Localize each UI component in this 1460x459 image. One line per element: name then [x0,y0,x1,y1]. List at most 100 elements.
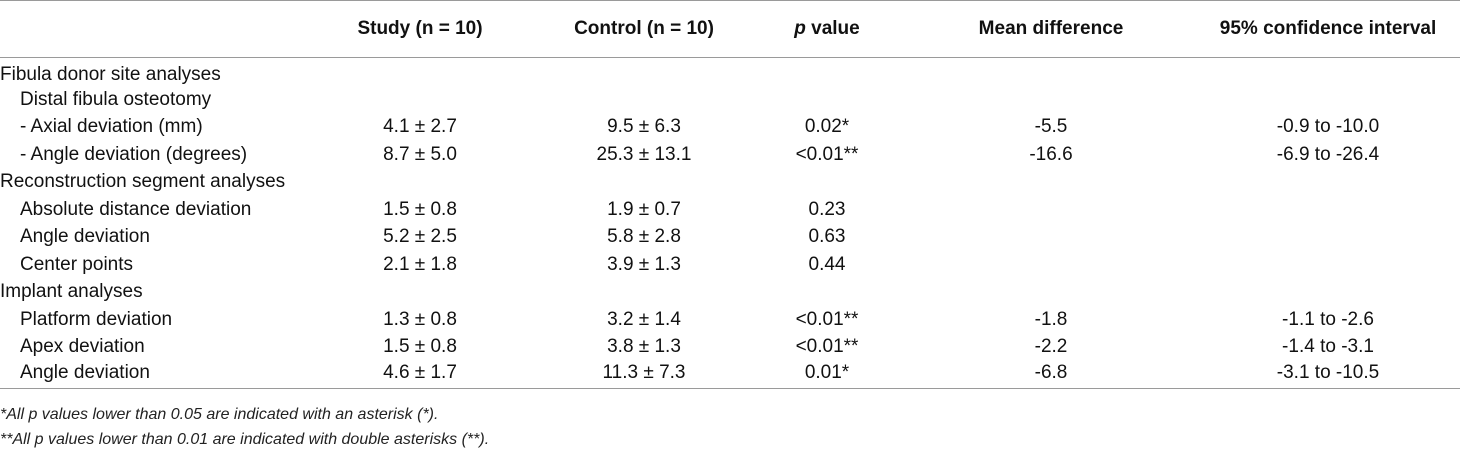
footnotes: *All p values lower than 0.05 are indica… [0,402,489,452]
header-confidence-interval: 95% confidence interval [1196,0,1460,58]
mean-difference [906,224,1196,252]
confidence-interval: -1.1 to -2.6 [1282,308,1374,330]
table-row: Fibula donor site analyses [0,58,1460,87]
control-value: 5.8 ± 2.8 [607,226,681,248]
p-value [748,169,906,197]
study-value: 4.1 ± 2.7 [383,116,457,138]
header-p-italic: p [794,18,806,39]
row-label: Absolute distance deviation [20,198,252,220]
confidence-interval [1196,58,1460,87]
row-label: - Angle deviation (degrees) [20,143,248,165]
header-row: Study (n = 10) Control (n = 10) p value … [0,0,1460,58]
table-row: Reconstruction segment analyses [0,169,1460,197]
table-row: Platform deviation 1.3 ± 0.8 3.2 ± 1.4 <0.0… [0,306,1460,334]
confidence-interval: -6.9 to -26.4 [1276,143,1380,165]
study-value [300,279,540,307]
control-value: 3.2 ± 1.4 [607,308,681,330]
row-label: Angle deviation [20,226,150,248]
control-value: 1.9 ± 0.7 [607,198,681,220]
p-value: 0.44 [808,253,846,275]
table-row: Absolute distance deviation 1.5 ± 0.8 1.9 … [0,196,1460,224]
row-label: Implant analyses [0,281,143,303]
row-label: Fibula donor site analyses [0,64,221,85]
table-row: Distal fibula osteotomy [0,86,1460,114]
p-value: 0.01* [748,361,906,389]
mean-difference [906,86,1196,114]
mean-difference: -16.6 [1029,143,1073,165]
mean-difference [906,169,1196,197]
control-value: 11.3 ± 7.3 [540,361,748,389]
study-value: 1.5 ± 0.8 [383,336,457,358]
study-value: 4.6 ± 1.7 [300,361,540,389]
table-row: Center points 2.1 ± 1.8 3.9 ± 1.3 0.44 [0,251,1460,279]
control-value [540,279,748,307]
control-value: 3.8 ± 1.3 [607,336,681,358]
table-body: Fibula donor site analyses Distal fibula … [0,58,1460,389]
header-study: Study (n = 10) [300,0,540,58]
table-row: Angle deviation 5.2 ± 2.5 5.8 ± 2.8 0.63 [0,224,1460,252]
p-value [748,279,906,307]
control-value [540,169,748,197]
mean-difference [906,58,1196,87]
table-row: Angle deviation 4.6 ± 1.7 11.3 ± 7.3 0.01* -… [0,361,1460,389]
mean-difference [906,196,1196,224]
p-value [748,58,906,87]
study-value: 1.5 ± 0.8 [383,198,457,220]
header-p-value: p value [748,0,906,58]
confidence-interval: -1.4 to -3.1 [1282,336,1374,358]
table-header: Study (n = 10) Control (n = 10) p value … [0,0,1460,58]
confidence-interval [1196,169,1460,197]
p-value: 0.23 [808,198,846,220]
control-value: 3.9 ± 1.3 [607,253,681,275]
study-value: 8.7 ± 5.0 [383,143,457,165]
mean-difference: -1.8 [1034,308,1068,330]
control-value [540,86,748,114]
mean-difference [906,279,1196,307]
mean-difference: -2.2 [1034,336,1068,358]
study-value: 2.1 ± 1.8 [383,253,457,275]
p-value: <0.01** [795,143,859,165]
table-row: Implant analyses [0,279,1460,307]
row-label: Reconstruction segment analyses [0,171,286,193]
row-label: Angle deviation [0,361,300,389]
mean-difference: -5.5 [1034,116,1068,138]
confidence-interval [1196,251,1460,279]
confidence-interval [1196,279,1460,307]
p-value: 0.63 [808,226,846,248]
mean-difference [906,251,1196,279]
study-value [300,58,540,87]
control-value: 25.3 ± 13.1 [596,143,692,165]
header-p-suffix: value [811,18,860,39]
p-value [748,86,906,114]
confidence-interval [1196,224,1460,252]
confidence-interval: -0.9 to -10.0 [1276,116,1380,138]
table-row: - Angle deviation (degrees) 8.7 ± 5.0 25.3… [0,141,1460,169]
p-value: <0.01** [795,308,859,330]
row-label: Center points [20,253,134,275]
study-value: 5.2 ± 2.5 [383,226,457,248]
footnote-double-asterisk: **All p values lower than 0.01 are indic… [0,431,490,448]
p-value: 0.02* [804,116,850,138]
table-row: Apex deviation 1.5 ± 0.8 3.8 ± 1.3 <0.01** -… [0,334,1460,362]
results-table: Study (n = 10) Control (n = 10) p value … [0,0,1460,389]
results-table-container: Study (n = 10) Control (n = 10) p value … [0,0,1460,389]
header-control: Control (n = 10) [540,0,748,58]
row-label: - Axial deviation (mm) [20,116,203,138]
header-empty [0,0,300,58]
control-value [540,58,748,87]
header-mean-difference: Mean difference [906,0,1196,58]
mean-difference: -6.8 [906,361,1196,389]
table-row: - Axial deviation (mm) 4.1 ± 2.7 9.5 ± 6.3… [0,114,1460,142]
study-value: 1.3 ± 0.8 [383,308,457,330]
footnote-single-asterisk: *All p values lower than 0.05 are indica… [0,406,439,423]
p-value: <0.01** [795,336,859,358]
study-value [300,86,540,114]
row-label: Apex deviation [20,336,145,358]
control-value: 9.5 ± 6.3 [607,116,681,138]
study-value [300,169,540,197]
confidence-interval [1196,196,1460,224]
confidence-interval [1196,86,1460,114]
row-label: Platform deviation [20,308,173,330]
row-label: Distal fibula osteotomy [20,88,212,110]
confidence-interval: -3.1 to -10.5 [1196,361,1460,389]
